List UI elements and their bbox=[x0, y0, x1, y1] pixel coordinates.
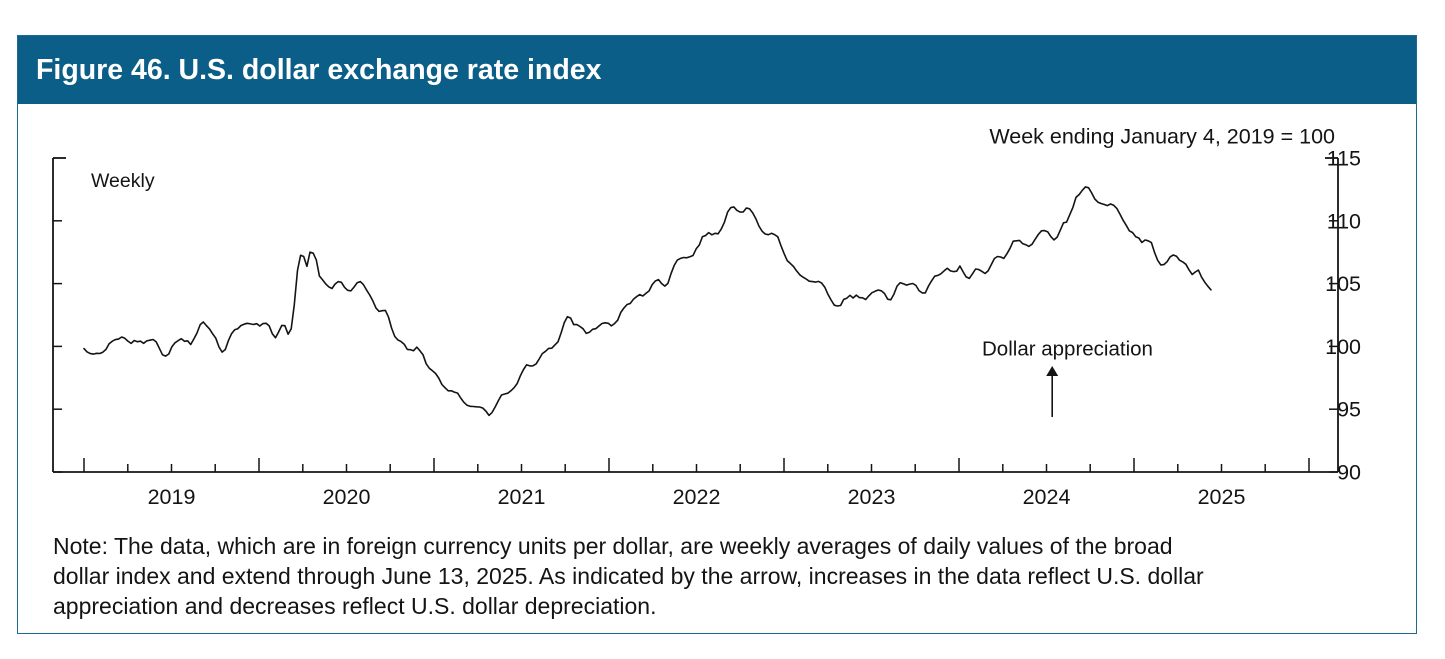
svg-text:100: 100 bbox=[1325, 335, 1361, 359]
svg-text:95: 95 bbox=[1337, 398, 1361, 422]
svg-text:2022: 2022 bbox=[673, 485, 721, 509]
svg-text:2024: 2024 bbox=[1023, 485, 1071, 509]
svg-text:110: 110 bbox=[1327, 209, 1361, 233]
svg-text:2025: 2025 bbox=[1198, 485, 1246, 509]
svg-text:Dollar appreciation: Dollar appreciation bbox=[982, 337, 1153, 360]
svg-text:Week ending January 4, 2019 =: Week ending January 4, 2019 = 100 bbox=[989, 125, 1335, 149]
svg-text:2020: 2020 bbox=[323, 485, 371, 509]
svg-text:2019: 2019 bbox=[148, 485, 196, 509]
svg-text:2021: 2021 bbox=[498, 485, 546, 509]
svg-text:Weekly: Weekly bbox=[91, 170, 155, 192]
svg-text:2023: 2023 bbox=[848, 485, 896, 509]
svg-text:105: 105 bbox=[1325, 272, 1361, 296]
svg-text:115: 115 bbox=[1327, 147, 1361, 171]
svg-text:90: 90 bbox=[1337, 461, 1361, 485]
